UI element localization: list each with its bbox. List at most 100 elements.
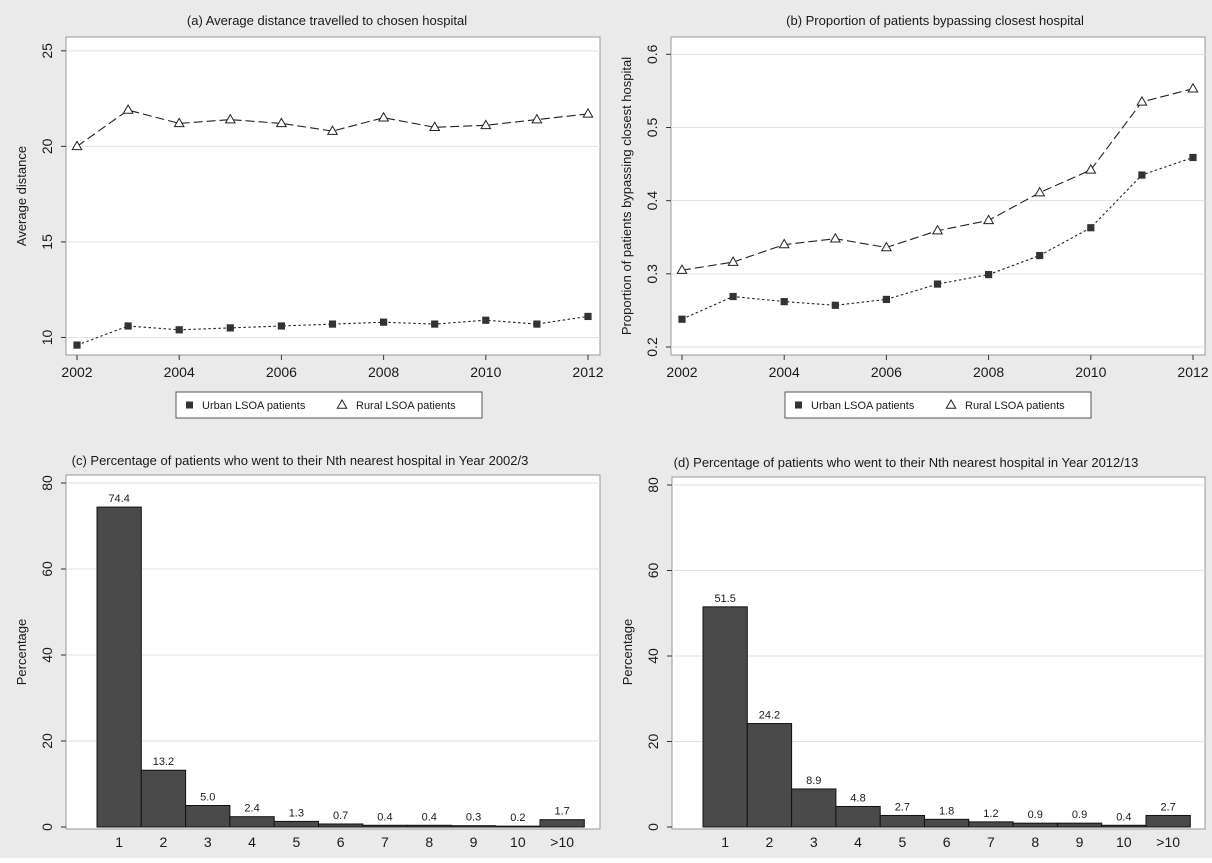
- plot-area: [65, 36, 601, 356]
- y-tick-label: 20: [645, 734, 661, 750]
- rural-data-point: [931, 224, 944, 235]
- y-tick-label: 0.3: [644, 264, 660, 284]
- x-tick-label: 3: [204, 834, 212, 850]
- bar: [362, 824, 408, 828]
- x-tick-label: >10: [550, 834, 574, 850]
- rural-data-point: [1136, 95, 1148, 106]
- panel-c: (c) Percentage of patients who went to t…: [14, 453, 601, 850]
- y-axis-label: Percentage: [620, 619, 635, 686]
- bar-value-label: 1.2: [983, 808, 998, 820]
- x-tick-label: 9: [470, 834, 478, 850]
- rural-data-point: [224, 113, 236, 124]
- bar-value-label: 0.4: [422, 811, 437, 823]
- legend-triangle-marker: [336, 398, 348, 409]
- x-tick-label: 2002: [666, 364, 697, 380]
- y-tick-label: 40: [645, 648, 661, 664]
- bar-value-label: 24.2: [759, 710, 780, 722]
- x-tick-label: 4: [248, 834, 256, 850]
- bar: [1145, 814, 1191, 828]
- legend-label-urban: Urban LSOA patients: [811, 400, 915, 412]
- x-tick-label: 2008: [368, 364, 399, 380]
- urban-data-point: [780, 298, 788, 306]
- rural-data-point: [582, 107, 594, 118]
- x-tick-label: 2010: [1075, 364, 1106, 380]
- bar: [185, 805, 231, 828]
- x-tick-label: 5: [292, 834, 300, 850]
- plot-area: [670, 36, 1206, 356]
- panel-d: (d) Percentage of patients who went to t…: [620, 455, 1206, 850]
- bar: [539, 819, 585, 828]
- bar-value-label: 0.9: [1072, 809, 1087, 821]
- urban-data-point: [882, 295, 890, 304]
- y-tick-label: 60: [39, 561, 55, 577]
- x-tick-label: 4: [854, 834, 862, 850]
- rural-data-point: [676, 264, 688, 274]
- legend-label-urban: Urban LSOA patients: [202, 400, 306, 412]
- rural-data-point: [531, 113, 543, 124]
- urban-data-point: [831, 301, 839, 309]
- x-tick-label: 2010: [470, 364, 501, 380]
- urban-data-point: [1189, 153, 1197, 162]
- x-tick-label: 2006: [266, 364, 297, 380]
- rural-data-point: [173, 117, 185, 128]
- urban-data-point: [985, 270, 993, 279]
- urban-data-point: [277, 322, 285, 330]
- x-tick-label: 2008: [973, 364, 1004, 380]
- panel-title: (a) Average distance travelled to chosen…: [187, 13, 467, 28]
- x-tick-label: 2002: [61, 364, 92, 380]
- rural-data-point: [727, 256, 739, 266]
- urban-data-point: [175, 326, 183, 334]
- x-tick-label: 5: [898, 834, 906, 850]
- rural-data-point: [275, 117, 288, 128]
- y-tick-label: 10: [39, 329, 55, 345]
- urban-data-point: [380, 318, 388, 326]
- bar-value-label: 0.7: [333, 810, 348, 822]
- bar-value-label: 0.4: [377, 811, 392, 823]
- bar-value-label: 13.2: [153, 756, 174, 768]
- y-tick-label: 15: [39, 234, 55, 250]
- urban-data-point: [431, 320, 439, 328]
- legend-box: [784, 391, 1092, 419]
- bar: [140, 769, 187, 828]
- rural-data-point: [829, 232, 841, 243]
- rural-data-point: [377, 111, 390, 122]
- x-tick-label: 8: [425, 834, 433, 850]
- bar: [450, 825, 497, 828]
- bar: [495, 825, 541, 828]
- x-tick-label: 7: [381, 834, 389, 850]
- panel-title: (b) Proportion of patients bypassing clo…: [786, 13, 1084, 28]
- bar: [835, 805, 881, 828]
- y-tick-label: 40: [39, 647, 55, 663]
- urban-data-point: [729, 292, 737, 301]
- y-axis-label: Proportion of patients bypassing closest…: [619, 57, 634, 335]
- x-tick-label: 2: [160, 834, 168, 850]
- bar: [924, 818, 970, 828]
- bar-value-label: 1.7: [555, 806, 570, 818]
- bar: [1101, 824, 1147, 828]
- bar-value-label: 2.7: [895, 801, 910, 813]
- x-tick-label: >10: [1156, 834, 1180, 850]
- bar: [791, 788, 837, 828]
- x-tick-label: 2: [766, 834, 774, 850]
- bar: [96, 506, 142, 828]
- y-tick-label: 20: [39, 138, 55, 154]
- series-line-rural: [76, 109, 589, 147]
- legend-label-rural: Rural LSOA patients: [356, 400, 456, 412]
- bar: [702, 606, 748, 828]
- x-tick-label: 2006: [871, 364, 902, 380]
- panel-a: (a) Average distance travelled to chosen…: [14, 13, 604, 419]
- urban-data-point: [73, 341, 81, 349]
- x-tick-label: 2012: [1177, 364, 1208, 380]
- urban-data-point: [678, 315, 686, 323]
- y-tick-label: 0.6: [644, 44, 660, 64]
- y-axis-label: Average distance: [14, 146, 29, 246]
- bar: [406, 824, 452, 828]
- bar-value-label: 1.3: [289, 807, 304, 819]
- rural-data-point: [480, 119, 492, 130]
- bar: [1056, 822, 1103, 828]
- bar: [229, 816, 275, 828]
- bar-value-label: 8.9: [806, 775, 821, 787]
- bar: [273, 820, 320, 828]
